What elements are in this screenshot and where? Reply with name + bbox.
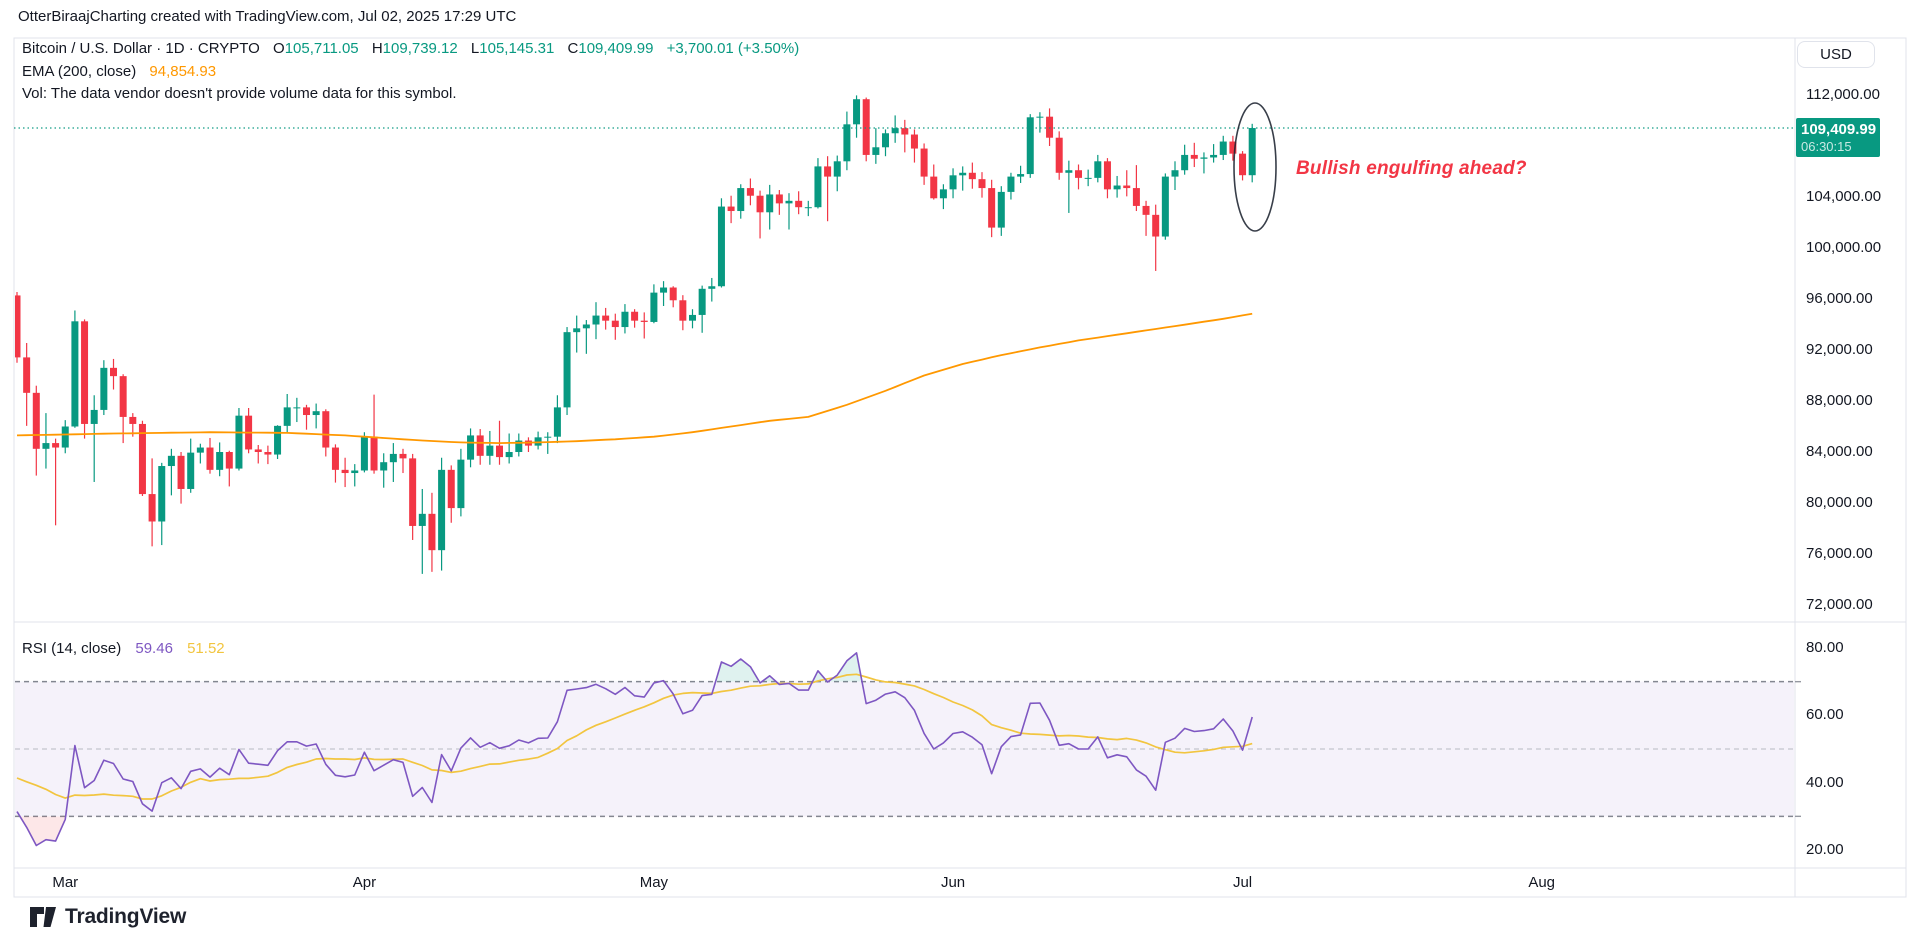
price-tick-label: 84,000.00 (1806, 443, 1873, 460)
rsi-tick-label: 20.00 (1806, 841, 1844, 858)
volume-message: Vol: The data vendor doesn't provide vol… (22, 85, 457, 102)
time-tick-apr: Apr (352, 874, 377, 891)
rsi-tick-label: 60.00 (1806, 706, 1844, 724)
rsi-tick-label: 80.00 (1806, 639, 1844, 656)
price-tick-label: 104,000.00 (1806, 188, 1882, 205)
time-tick-may: May (639, 874, 669, 891)
price-tick-label: 72,000.00 (1806, 596, 1873, 613)
symbol-title: Bitcoin / U.S. Dollar · 1D · CRYPTO (22, 40, 260, 57)
close-value: 109,409.99 (578, 40, 654, 57)
time-tick-mar: Mar (52, 874, 79, 891)
tradingview-logo[interactable]: TradingView (30, 905, 186, 929)
ema-label: EMA (200, close) (22, 63, 137, 80)
rsi-label: RSI (14, close) (22, 640, 122, 657)
rsi-ma-value: 51.52 (187, 640, 225, 657)
ema-legend-row: EMA (200, close) 94,854.93 (22, 63, 216, 80)
symbol-legend-row: Bitcoin / U.S. Dollar · 1D · CRYPTO O105… (22, 40, 799, 57)
time-tick-jun: Jun (940, 874, 966, 891)
price-tick-label: 80,000.00 (1806, 494, 1873, 511)
low-label: L (470, 40, 480, 57)
open-value: 105,711.05 (284, 40, 359, 57)
time-tick-aug: Aug (1528, 874, 1556, 891)
time-tick-jul: Jul (1232, 874, 1253, 891)
close-label: C (567, 40, 579, 57)
rsi-legend-row: RSI (14, close) 59.46 51.52 (22, 640, 225, 657)
open-label: O (273, 40, 285, 57)
high-label: H (371, 40, 383, 57)
tradingview-logo-text: TradingView (65, 905, 187, 928)
price-tick-label: 100,000.00 (1806, 239, 1882, 256)
last-price-badge: 109,409.99 06:30:15 (1796, 118, 1880, 157)
candles-layer (15, 95, 1256, 574)
high-value: 109,739.12 (382, 40, 458, 57)
attribution-text: OtterBiraajCharting created with Trading… (18, 8, 517, 25)
tradingview-logo-icon (30, 907, 56, 927)
low-value: 105,145.31 (479, 40, 555, 57)
price-tick-label: 96,000.00 (1806, 290, 1873, 307)
price-tick-label: 88,000.00 (1806, 392, 1873, 409)
bar-countdown-timer: 06:30:15 (1801, 139, 1852, 154)
change-value: +3,700.01 (+3.50%) (666, 40, 800, 57)
price-tick-label: 112,000.00 (1806, 86, 1880, 103)
ellipse-drawing[interactable] (1233, 102, 1277, 232)
ema-value: 94,854.93 (149, 63, 217, 80)
volume-legend-row: Vol: The data vendor doesn't provide vol… (22, 85, 457, 102)
price-tick-label: 76,000.00 (1806, 545, 1873, 562)
price-tick-label: 92,000.00 (1806, 341, 1873, 358)
last-price-value: 109,409.99 (1801, 121, 1877, 138)
rsi-tick-label: 40.00 (1806, 773, 1844, 791)
currency-usd-button[interactable]: USD (1797, 41, 1875, 68)
rsi-value: 59.46 (135, 640, 173, 657)
annotation-text[interactable]: Bullish engulfing ahead? (1296, 158, 1527, 179)
